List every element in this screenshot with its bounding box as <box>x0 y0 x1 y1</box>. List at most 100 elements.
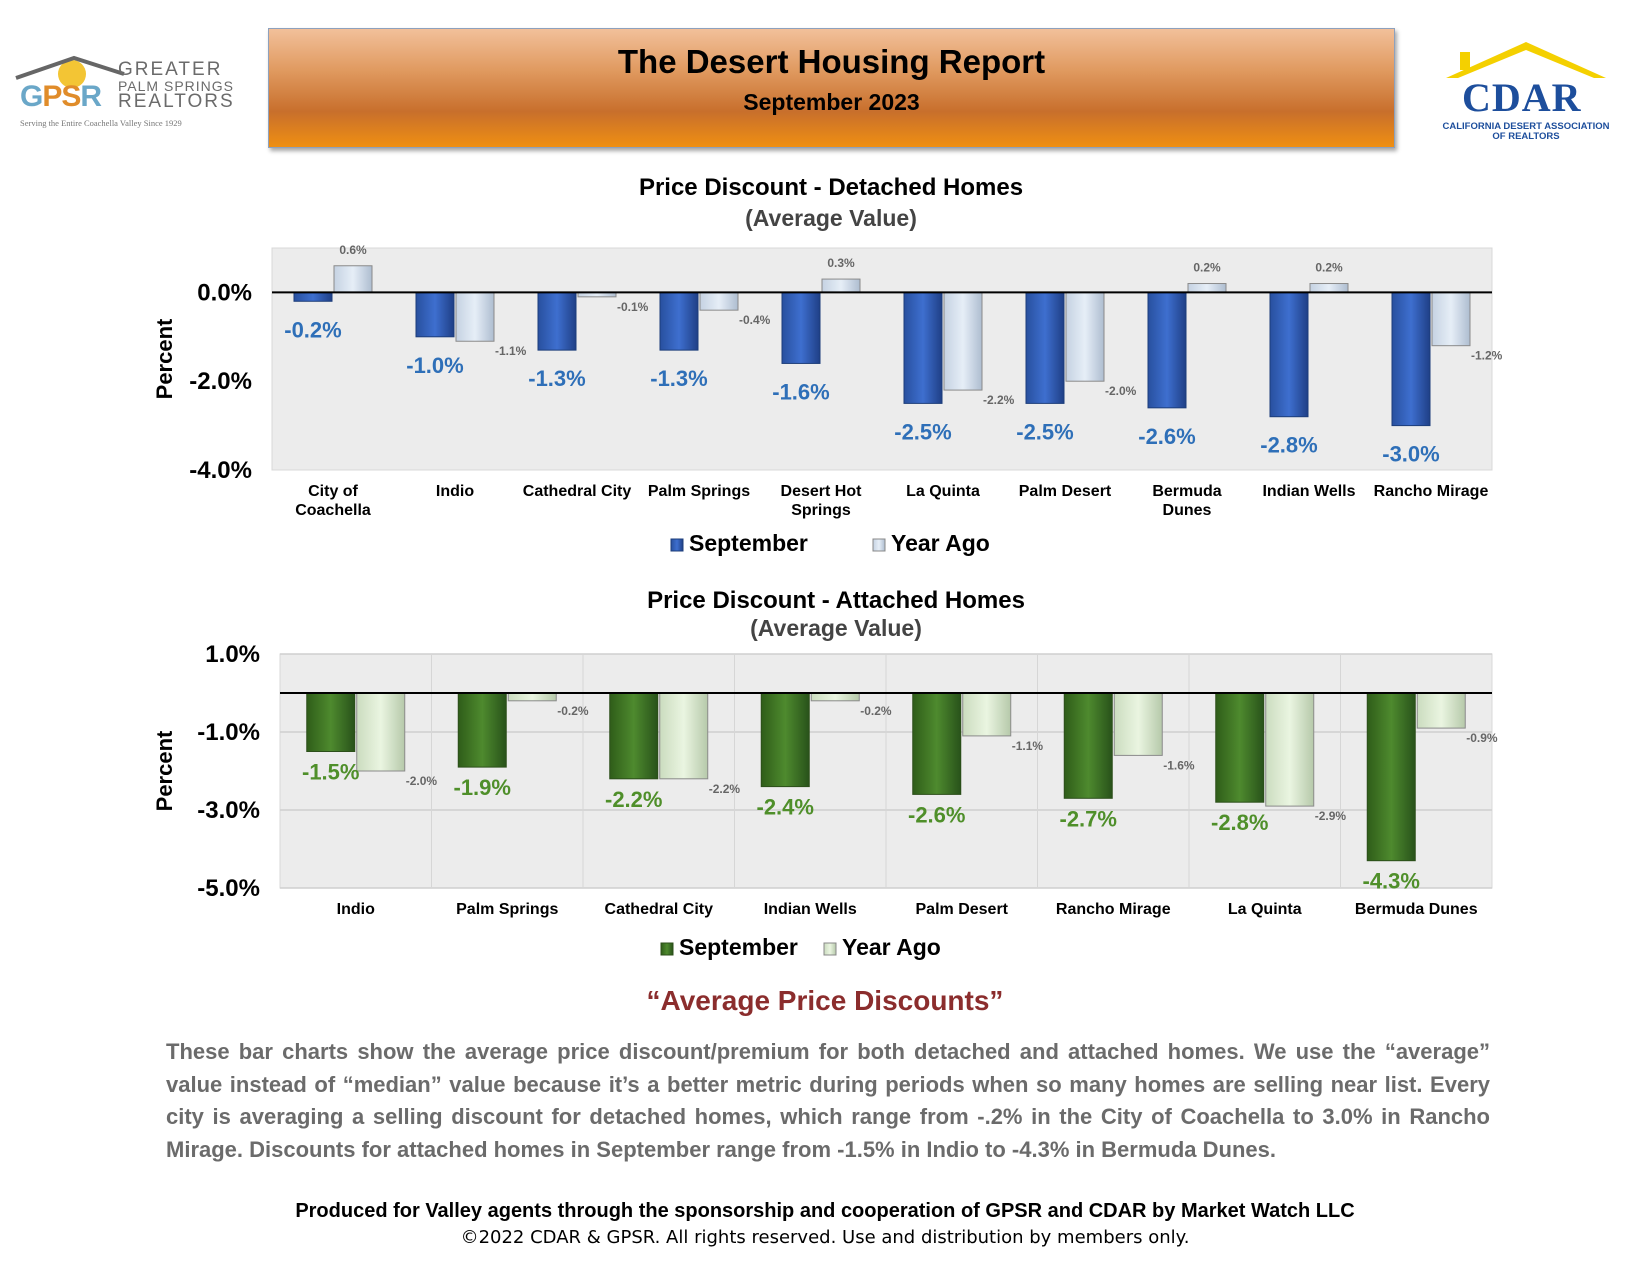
y-tick-label: -2.0% <box>189 368 252 395</box>
category-label: La Quinta <box>1228 901 1302 918</box>
commentary-body: These bar charts show the average price … <box>166 1039 1490 1162</box>
data-label-september: -2.6% <box>908 802 965 827</box>
category-label: Cathedral City <box>523 483 632 500</box>
bar-year-ago <box>1416 692 1466 729</box>
data-label-year-ago: -2.2% <box>983 393 1015 407</box>
bar-year-ago <box>962 692 1012 737</box>
data-label-year-ago: 0.2% <box>1315 261 1343 275</box>
data-label-september: -1.6% <box>772 379 829 404</box>
data-label-year-ago: 0.6% <box>339 243 367 257</box>
data-label-september: -1.5% <box>302 760 359 785</box>
bar-september <box>306 692 356 752</box>
bar-year-ago <box>1431 291 1471 347</box>
report-banner: The Desert Housing Report September 2023 <box>268 28 1395 148</box>
bar-year-ago <box>1265 692 1315 807</box>
y-tick-label: -1.0% <box>197 719 260 746</box>
category-label: Bermuda Dunes <box>1355 901 1478 918</box>
bar-september <box>659 291 699 351</box>
gpsr-tagline: Serving the Entire Coachella Valley Sinc… <box>20 118 182 128</box>
data-label-september: -2.2% <box>605 787 662 812</box>
category-label: Palm Springs <box>456 901 558 918</box>
data-label-september: -2.5% <box>1016 419 1073 444</box>
y-tick-label: -3.0% <box>197 797 260 824</box>
data-label-year-ago: -2.2% <box>709 782 741 796</box>
data-label-september: -1.9% <box>454 775 511 800</box>
attached-chart-subtitle: (Average Value) <box>750 615 922 641</box>
bar-year-ago <box>1113 692 1163 756</box>
attached-chart-title: Price Discount - Attached Homes <box>647 587 1025 614</box>
data-label-september: -2.8% <box>1211 810 1268 835</box>
bar-september <box>1147 291 1187 409</box>
data-label-september: -3.0% <box>1382 442 1439 467</box>
bar-september <box>457 692 507 768</box>
detached-chart-subtitle: (Average Value) <box>745 205 917 231</box>
category-label: Palm Desert <box>916 901 1009 918</box>
y-axis-label: Percent <box>152 318 177 399</box>
y-tick-label: -5.0% <box>197 875 260 902</box>
bar-year-ago <box>810 692 860 702</box>
y-tick-label: -4.0% <box>189 457 252 484</box>
bar-year-ago <box>507 692 557 702</box>
bar-september <box>760 692 810 788</box>
gpsr-name: GREATER PALM SPRINGS REALTORS <box>118 59 235 112</box>
category-label: Palm Desert <box>1019 483 1112 500</box>
legend-swatch-september <box>660 942 674 956</box>
footer-produced: Produced for Valley agents through the s… <box>295 1200 1355 1222</box>
report-month: September 2023 <box>743 89 920 115</box>
data-label-september: -0.2% <box>284 317 341 342</box>
bar-september <box>903 291 943 404</box>
category-label: La Quinta <box>906 483 980 500</box>
category-label: Desert Hot <box>781 483 863 500</box>
bar-year-ago <box>455 291 495 342</box>
bar-year-ago <box>356 692 406 772</box>
data-label-year-ago: -0.2% <box>557 704 589 718</box>
bar-september <box>1269 291 1309 418</box>
category-label: Indio <box>337 901 375 918</box>
cdar-full-name: CALIFORNIA DESERT ASSOCIATION OF REALTOR… <box>1442 121 1610 142</box>
data-label-september: -1.3% <box>528 366 585 391</box>
data-label-september: -4.3% <box>1363 869 1420 894</box>
data-label-year-ago: -0.4% <box>739 313 771 327</box>
legend-swatch-year-ago <box>823 942 837 956</box>
data-label-year-ago: -0.1% <box>617 300 649 314</box>
bar-september <box>1391 291 1431 427</box>
data-label-september: -2.4% <box>757 795 814 820</box>
bar-september <box>609 692 659 780</box>
bar-september <box>537 291 577 351</box>
data-label-september: -2.7% <box>1060 806 1117 831</box>
gpsr-sun-roof-icon <box>15 55 125 88</box>
legend-swatch-year-ago <box>872 538 886 552</box>
category-label: Cathedral City <box>605 901 714 918</box>
y-tick-label: 1.0% <box>205 641 260 668</box>
detached-chart-title: Price Discount - Detached Homes <box>638 174 1024 201</box>
data-label-year-ago: -0.2% <box>860 704 892 718</box>
gpsr-logo: GPSR GREATER PALM SPRINGS REALTORS Servi… <box>14 52 254 132</box>
data-label-september: -1.3% <box>650 366 707 391</box>
data-label-september: -2.5% <box>894 419 951 444</box>
bar-september <box>1063 692 1113 799</box>
legend-label-september: September <box>679 934 798 960</box>
category-label: Springs <box>791 502 851 519</box>
data-label-year-ago: 0.3% <box>827 256 855 270</box>
y-axis-label: Percent <box>152 730 177 811</box>
bar-september <box>1366 692 1416 862</box>
legend-label-year-ago: Year Ago <box>842 934 941 960</box>
bar-september <box>415 291 455 338</box>
data-label-year-ago: -1.1% <box>1012 739 1044 753</box>
cdar-logo: CDAR CALIFORNIA DESERT ASSOCIATION OF RE… <box>1426 38 1626 148</box>
gpsr-abbreviation: GPSR <box>20 80 102 113</box>
bar-september <box>912 692 962 795</box>
category-label: Dunes <box>1163 502 1212 519</box>
bar-september <box>1025 291 1065 404</box>
bar-september <box>1215 692 1265 803</box>
category-label: City of <box>308 483 358 500</box>
data-label-year-ago: -2.9% <box>1315 809 1347 823</box>
category-label: Indian Wells <box>764 901 857 918</box>
footer-copyright: ©2022 CDAR & GPSR. All rights reserved. … <box>460 1227 1190 1248</box>
bar-year-ago <box>659 692 709 780</box>
y-tick-label: 0.0% <box>197 279 252 306</box>
bar-year-ago <box>1065 291 1105 382</box>
bar-year-ago <box>943 291 983 391</box>
